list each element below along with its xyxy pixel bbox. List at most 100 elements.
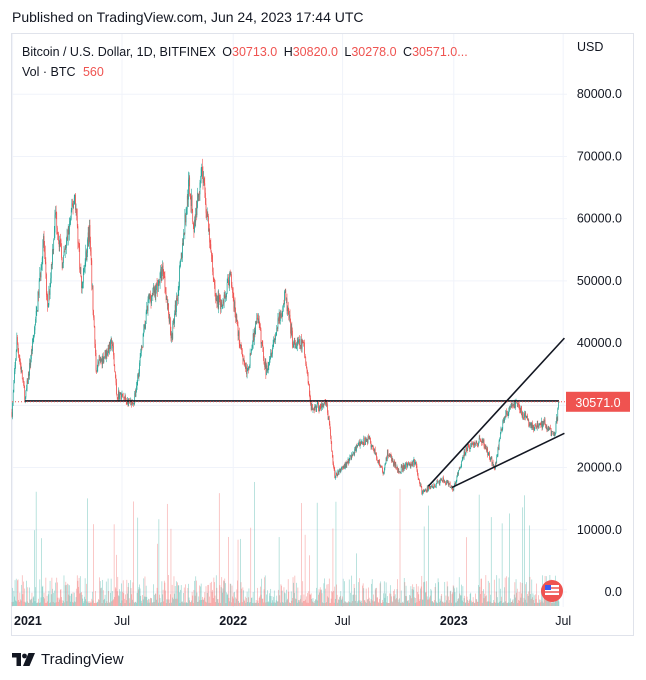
volume-bar bbox=[287, 579, 289, 606]
candle-body bbox=[468, 445, 470, 447]
volume-bar bbox=[262, 598, 264, 606]
candle-body bbox=[348, 460, 350, 463]
volume-bar bbox=[249, 602, 250, 606]
candle-body bbox=[493, 465, 495, 467]
volume-bar bbox=[221, 592, 223, 606]
candle-body bbox=[528, 423, 530, 427]
candle-body bbox=[162, 265, 163, 272]
volume-bar bbox=[319, 592, 320, 606]
volume-bar bbox=[338, 600, 340, 606]
candle-body bbox=[244, 365, 246, 368]
candle-body bbox=[476, 442, 478, 444]
volume-bar bbox=[189, 602, 191, 606]
volume-bar bbox=[301, 602, 303, 606]
candle-body bbox=[371, 445, 373, 446]
volume-bar bbox=[110, 592, 111, 606]
volume-bar bbox=[483, 598, 485, 606]
candle-body bbox=[234, 301, 236, 313]
volume-bar bbox=[199, 585, 200, 606]
volume-bar bbox=[270, 602, 272, 606]
candle-body bbox=[331, 441, 333, 451]
candle-body bbox=[367, 438, 368, 443]
price-axis: 80000.070000.060000.050000.040000.030000… bbox=[577, 87, 622, 599]
candle-body bbox=[199, 182, 201, 195]
volume-bar bbox=[298, 601, 300, 606]
volume-bar bbox=[306, 602, 308, 606]
candle-body bbox=[289, 314, 290, 318]
candle-body bbox=[109, 342, 111, 349]
volume-bar bbox=[390, 593, 392, 606]
candle-body bbox=[440, 479, 441, 481]
candle-body bbox=[59, 239, 61, 240]
candle-body bbox=[507, 413, 508, 416]
volume-bar bbox=[199, 600, 201, 606]
currency-label[interactable]: USD bbox=[577, 40, 604, 54]
candle-body bbox=[105, 350, 107, 358]
candle-body bbox=[93, 310, 94, 318]
volume-bar bbox=[154, 594, 155, 606]
volume-bar bbox=[393, 590, 394, 606]
candle-body bbox=[253, 333, 255, 341]
candle-body bbox=[186, 195, 188, 209]
candle-body bbox=[35, 310, 37, 320]
volume-bar bbox=[483, 589, 484, 606]
candle-body bbox=[259, 324, 261, 327]
candle-body bbox=[276, 328, 278, 333]
candle-body bbox=[136, 386, 137, 392]
volume-bar bbox=[320, 589, 322, 606]
candle-body bbox=[264, 362, 266, 367]
candle-body bbox=[67, 227, 69, 240]
candle-body bbox=[246, 366, 247, 375]
volume-bar bbox=[185, 602, 187, 606]
volume-bar bbox=[105, 581, 107, 606]
volume-bar bbox=[507, 602, 509, 606]
candle-body bbox=[175, 304, 177, 313]
volume-bar bbox=[453, 586, 455, 606]
volume-bar bbox=[193, 589, 195, 606]
volume-bar bbox=[466, 596, 468, 606]
volume-bar bbox=[30, 600, 32, 606]
volume-bar bbox=[353, 594, 354, 606]
volume-bar bbox=[385, 582, 387, 606]
candle-body bbox=[191, 195, 193, 211]
candle-body bbox=[548, 426, 550, 431]
volume-bar bbox=[397, 599, 399, 606]
candles bbox=[11, 158, 560, 496]
volume-bar bbox=[355, 594, 357, 606]
candle-body bbox=[383, 468, 385, 473]
volume-bar bbox=[371, 579, 373, 606]
volume-bar bbox=[308, 591, 310, 606]
candle-body bbox=[370, 437, 371, 443]
candle-body bbox=[426, 491, 427, 493]
volume-bar bbox=[231, 602, 232, 606]
candle-body bbox=[449, 483, 451, 488]
volume-bar bbox=[458, 577, 460, 606]
volume-bar bbox=[325, 602, 327, 606]
candle-body bbox=[206, 214, 208, 218]
candle-body bbox=[236, 315, 238, 320]
volume-bar bbox=[11, 602, 13, 606]
candle-body bbox=[201, 167, 203, 169]
volume-bar bbox=[515, 579, 517, 606]
volume-bar bbox=[26, 601, 28, 606]
volume-bar bbox=[258, 597, 260, 606]
candle-body bbox=[460, 466, 462, 468]
flag-icon[interactable] bbox=[541, 580, 563, 602]
candle-body bbox=[556, 417, 558, 421]
candle-body bbox=[353, 452, 355, 455]
candle-body bbox=[365, 437, 366, 445]
volume-bar bbox=[520, 597, 522, 606]
candle-body bbox=[425, 489, 427, 492]
candle-body bbox=[88, 232, 90, 244]
candle-body bbox=[202, 171, 204, 183]
candle-body bbox=[20, 365, 22, 373]
candle-body bbox=[532, 425, 534, 429]
volume-bar bbox=[363, 599, 365, 606]
candle-body bbox=[444, 481, 446, 484]
candle-body bbox=[90, 241, 91, 252]
volume-bar bbox=[382, 602, 384, 606]
candle-body bbox=[275, 332, 277, 336]
volume-bar bbox=[87, 602, 89, 606]
candle-body bbox=[214, 279, 215, 286]
